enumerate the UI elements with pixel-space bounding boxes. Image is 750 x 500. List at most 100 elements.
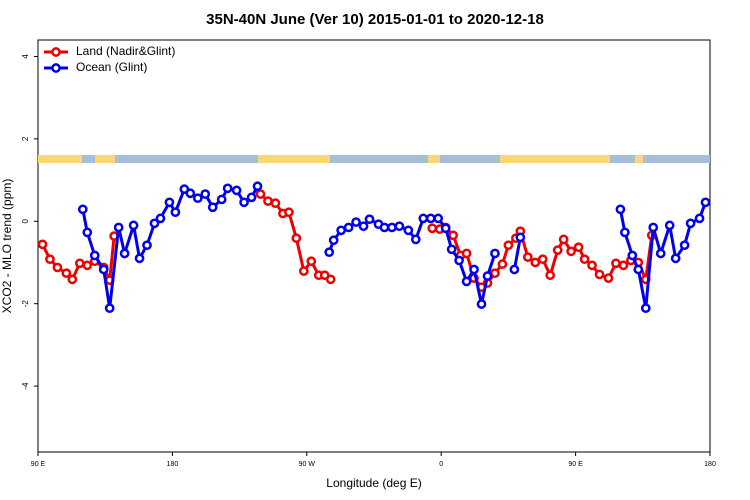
data-point <box>387 222 397 233</box>
data-point <box>469 264 479 275</box>
data-point <box>89 250 100 261</box>
y-axis-label: XCO2 - MLO trend (ppm) <box>0 179 14 314</box>
data-point <box>263 196 273 206</box>
data-point <box>142 240 152 251</box>
data-point <box>537 254 548 265</box>
data-point <box>694 213 705 224</box>
data-point <box>216 194 227 205</box>
data-point <box>170 207 181 218</box>
data-point <box>633 264 644 275</box>
data-point <box>509 264 520 275</box>
data-point <box>45 254 55 265</box>
data-point <box>545 270 556 281</box>
data-point <box>164 197 175 208</box>
data-point <box>239 197 249 208</box>
data-point <box>231 185 242 196</box>
data-point <box>461 248 472 259</box>
data-point <box>497 259 508 269</box>
data-point <box>222 183 233 194</box>
y-tick-label: 2 <box>21 136 30 141</box>
data-point <box>82 227 93 238</box>
x-tick-label: 90 E <box>31 461 46 468</box>
data-point <box>566 246 576 257</box>
data-point <box>522 252 533 262</box>
data-point <box>192 193 203 204</box>
data-point <box>328 235 339 246</box>
legend-marker <box>51 63 61 73</box>
data-point <box>573 242 584 253</box>
data-point <box>155 213 166 224</box>
data-point <box>679 240 690 251</box>
data-point <box>490 248 500 259</box>
data-point <box>454 255 464 266</box>
chart-title: 35N-40N June (Ver 10) 2015-01-01 to 2020… <box>206 11 544 28</box>
data-point <box>185 188 196 199</box>
data-point <box>291 233 302 244</box>
data-point <box>503 240 514 251</box>
data-point <box>351 217 361 227</box>
data-point <box>207 202 218 213</box>
data-point <box>552 245 563 255</box>
data-point <box>461 276 472 287</box>
data-point <box>515 232 526 243</box>
x-tick-label: 0 <box>439 461 443 468</box>
data-point <box>82 260 93 271</box>
x-tick-label: 90 W <box>299 461 316 468</box>
data-point <box>61 268 72 279</box>
data-point <box>364 214 375 225</box>
data-point <box>427 223 438 234</box>
data-point <box>77 204 88 215</box>
data-point <box>615 204 626 215</box>
data-point <box>128 220 139 231</box>
data-point <box>52 262 63 273</box>
data-point <box>74 258 85 269</box>
data-point <box>403 225 414 236</box>
legend-label: Land (Nadir&Glint) <box>76 44 175 58</box>
data-point <box>113 222 124 233</box>
data-point <box>558 234 569 245</box>
data-point <box>67 274 78 285</box>
data-point <box>603 273 614 283</box>
data-point <box>306 256 317 267</box>
data-point <box>655 248 666 259</box>
data-point <box>620 227 630 238</box>
y-tick-label: -4 <box>21 382 30 390</box>
y-tick-label: 4 <box>21 54 30 59</box>
data-point <box>358 221 369 232</box>
data-point <box>618 260 629 271</box>
data-point <box>579 254 590 265</box>
data-point <box>119 248 130 259</box>
data-point <box>134 253 145 264</box>
y-tick-label: 0 <box>21 219 30 224</box>
data-point <box>685 218 696 229</box>
data-point <box>594 269 605 280</box>
data-point <box>270 198 281 209</box>
y-tick-label: -2 <box>21 300 30 308</box>
data-point <box>418 213 429 224</box>
data-point <box>379 222 390 233</box>
data-point <box>448 230 458 241</box>
data-point <box>325 274 336 285</box>
data-point <box>98 264 109 275</box>
data-point <box>37 239 48 250</box>
data-point <box>324 247 335 258</box>
data-point <box>446 244 457 255</box>
x-axis-label: Longitude (deg E) <box>326 476 421 490</box>
legend-label: Ocean (Glint) <box>76 60 147 74</box>
data-point <box>200 189 211 199</box>
x-tick-label: 180 <box>704 461 716 468</box>
data-point <box>490 268 500 279</box>
data-point <box>664 220 675 231</box>
data-point <box>343 222 354 233</box>
data-point <box>394 221 405 232</box>
data-point <box>640 303 651 314</box>
data-point <box>648 222 659 233</box>
x-tick-label: 90 E <box>568 461 583 468</box>
data-point <box>700 197 711 208</box>
data-point <box>530 257 541 268</box>
data-point <box>149 218 160 229</box>
data-point <box>246 192 257 203</box>
data-point <box>440 223 451 234</box>
data-point <box>255 189 266 199</box>
